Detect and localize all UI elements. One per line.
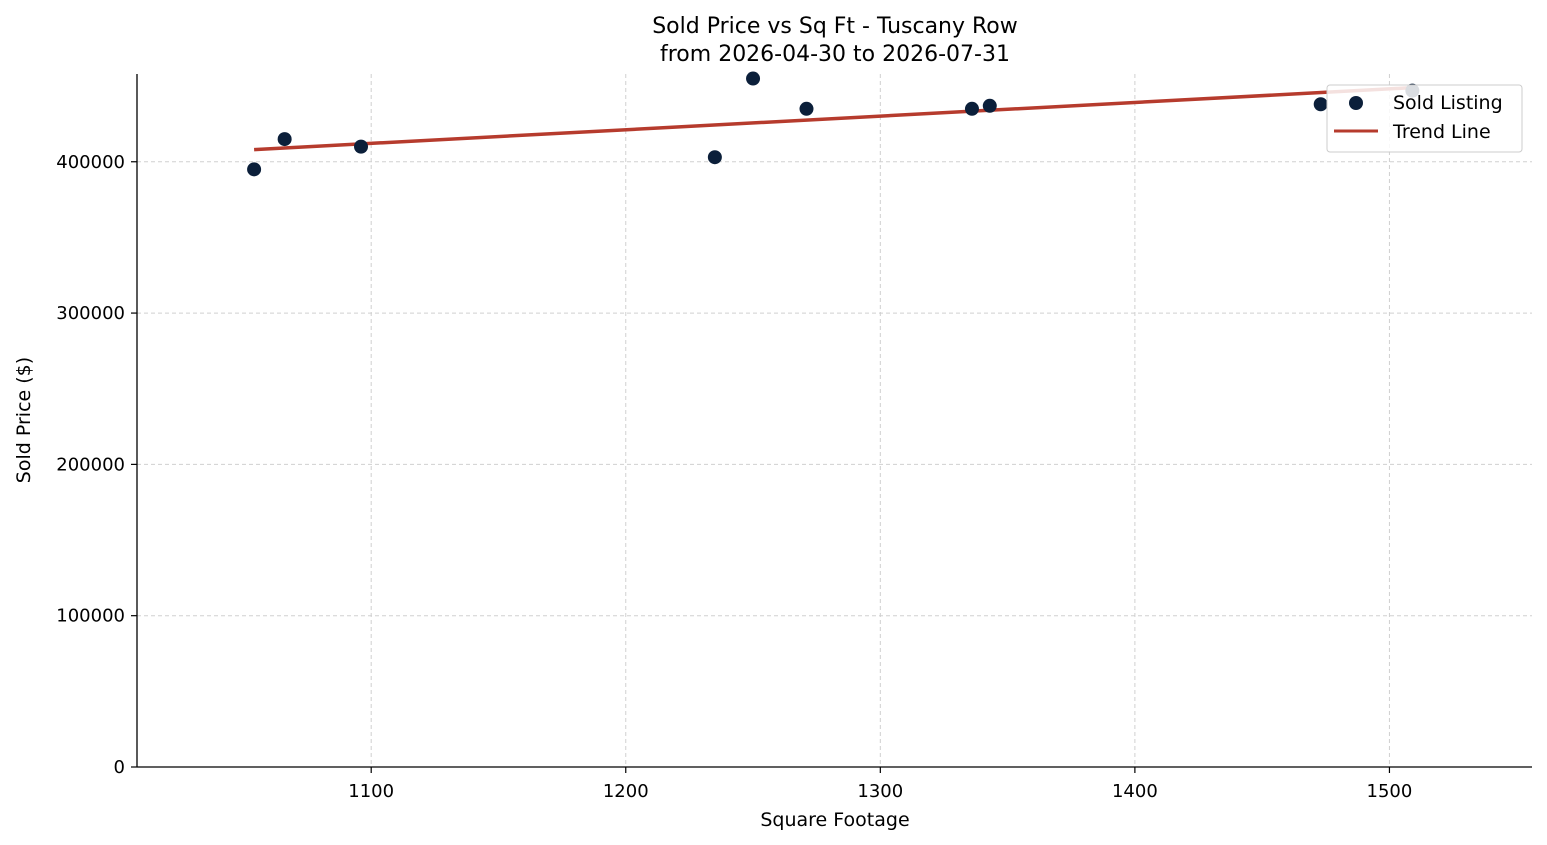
y-axis-label: Sold Price ($) — [13, 357, 35, 483]
x-tick-label: 1100 — [348, 781, 394, 802]
x-tick-label: 1300 — [857, 781, 903, 802]
legend-label-trend-line: Trend Line — [1392, 121, 1491, 143]
x-tick-label: 1200 — [603, 781, 649, 802]
grid-lines — [137, 74, 1532, 767]
x-axis-ticks: 1100 1200 1300 1400 1500 — [348, 767, 1412, 802]
x-axis-label: Square Footage — [760, 809, 909, 831]
legend-box — [1326, 84, 1523, 153]
data-point — [982, 98, 997, 113]
data-point — [354, 139, 369, 154]
y-tick-label: 0 — [114, 757, 125, 778]
data-point — [1313, 97, 1328, 112]
y-axis-ticks: 0 100000 200000 300000 400000 — [56, 152, 137, 778]
data-point — [277, 132, 292, 147]
legend-marker-sold-listing — [1349, 96, 1363, 110]
x-tick-label: 1400 — [1112, 781, 1158, 802]
data-point — [247, 162, 262, 177]
data-point — [707, 150, 722, 165]
chart-title: Sold Price vs Sq Ft - Tuscany Row — [652, 14, 1018, 39]
chart-subtitle: from 2026-04-30 to 2026-07-31 — [660, 42, 1010, 67]
x-tick-label: 1500 — [1367, 781, 1413, 802]
y-tick-label: 400000 — [56, 152, 125, 173]
data-point — [799, 101, 814, 116]
trend-line-layer — [254, 85, 1413, 152]
trend-line — [254, 85, 1413, 152]
data-point — [964, 101, 979, 116]
data-point — [746, 71, 761, 86]
y-tick-label: 200000 — [56, 454, 125, 475]
scatter-points — [247, 71, 1420, 177]
legend: Sold Listing Trend Line — [1326, 84, 1523, 153]
y-tick-label: 100000 — [56, 606, 125, 627]
legend-label-sold-listing: Sold Listing — [1393, 92, 1503, 114]
y-tick-label: 300000 — [56, 303, 125, 324]
